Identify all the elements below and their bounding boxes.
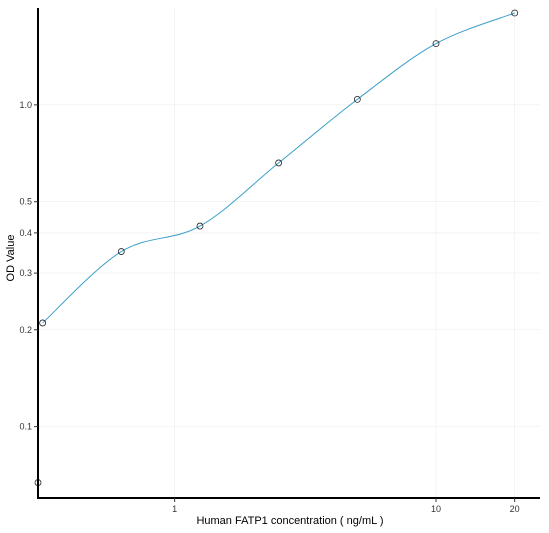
data-point	[353, 95, 361, 103]
data-point	[117, 248, 125, 255]
data-point	[39, 319, 47, 327]
y-axis-ticks: 0.1 0.2 0.3 0.4 0.5 1.0	[19, 100, 38, 432]
x-axis-title: Human FATP1 concentration ( ng/mL )	[196, 515, 383, 527]
data-point	[196, 222, 204, 230]
x-tick-label: 1	[172, 504, 177, 514]
data-point	[275, 159, 283, 167]
y-tick-label: 0.5	[19, 197, 32, 207]
gridlines	[38, 8, 540, 498]
data-point	[432, 40, 440, 48]
fit-curve	[42, 12, 515, 324]
y-tick-label: 1.0	[19, 100, 32, 110]
data-point	[511, 9, 519, 17]
y-tick-label: 0.3	[19, 268, 32, 278]
y-tick-label: 0.2	[19, 325, 32, 335]
y-axis-title: OD Value	[5, 235, 17, 282]
x-tick-label: 20	[510, 504, 520, 514]
y-tick-label: 0.1	[19, 422, 32, 432]
x-axis-ticks: 1 10 20	[172, 498, 520, 514]
y-tick-label: 0.4	[19, 228, 32, 238]
data-points	[34, 9, 519, 486]
x-tick-label: 10	[431, 504, 441, 514]
